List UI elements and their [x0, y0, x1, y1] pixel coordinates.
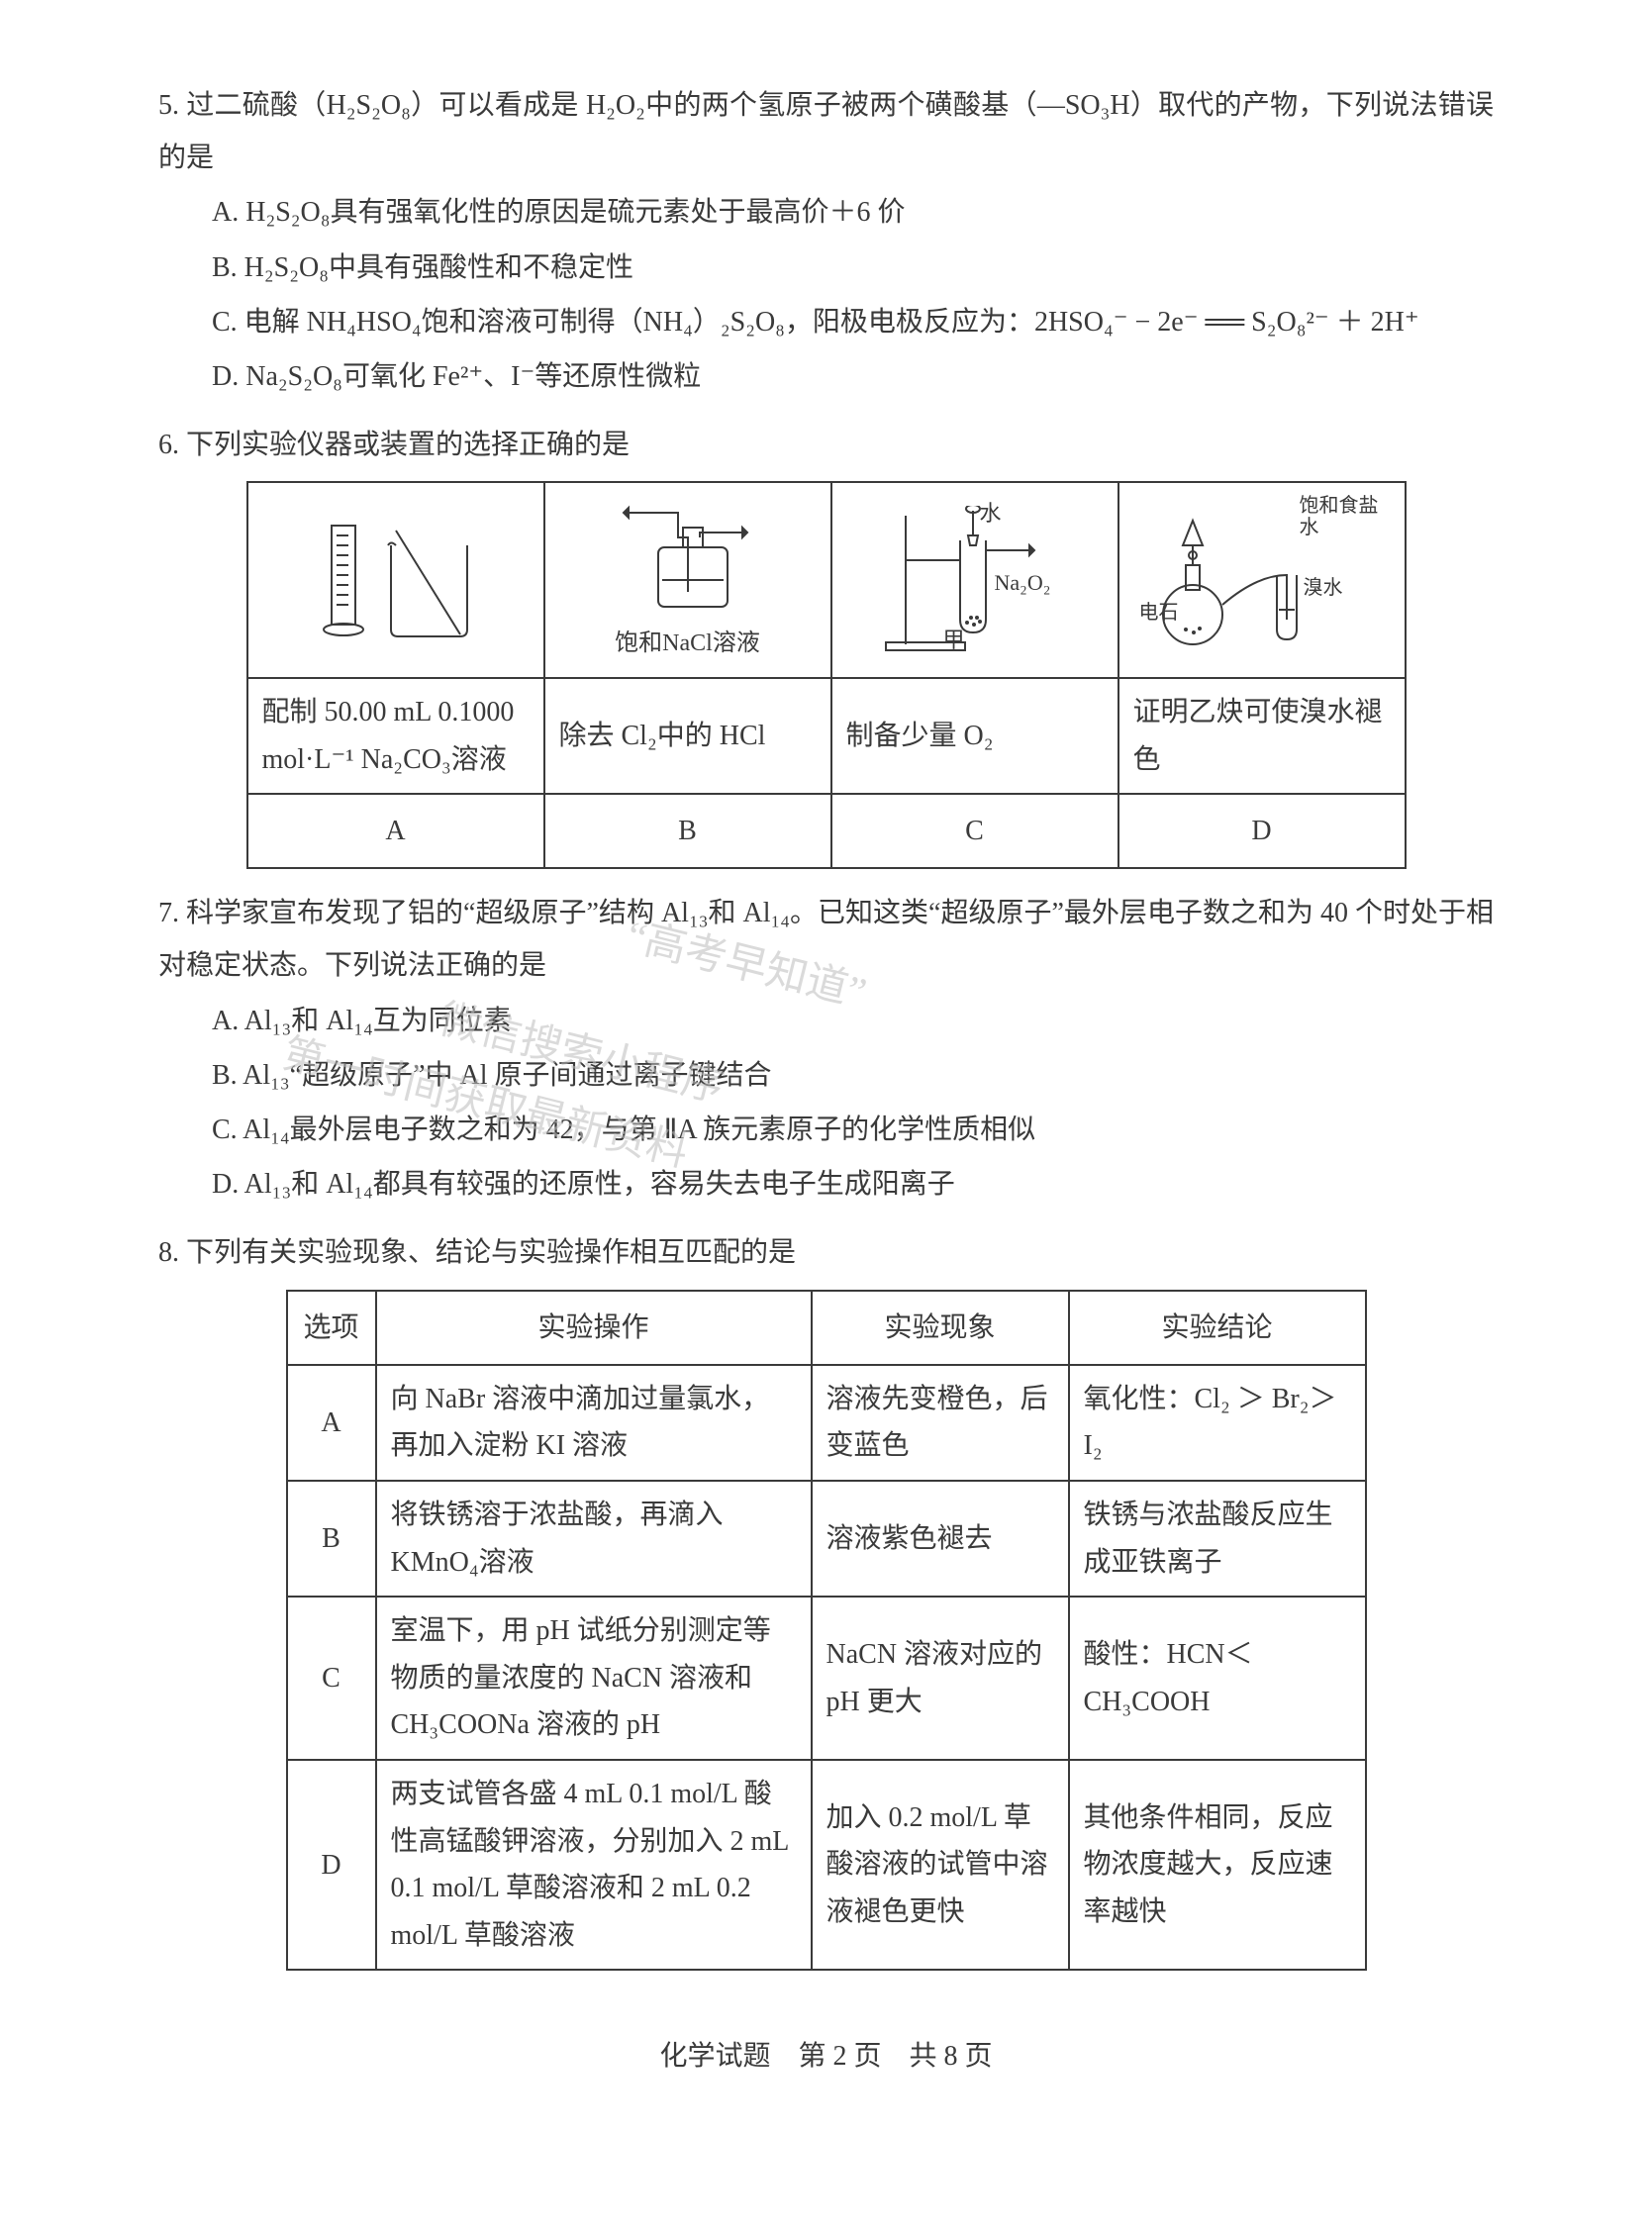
question-6: 6. 下列实验仪器或装置的选择正确的是: [158, 419, 1494, 869]
q6-fig-C: 水 Na₂O₂ 甲: [831, 482, 1118, 678]
q6-fig-row: 饱和NaCl溶液: [247, 482, 1406, 678]
q6-table: 饱和NaCl溶液: [246, 481, 1407, 869]
q7-opt-A: A. Al₁₃和 Al₁₄互为同位素: [212, 995, 1494, 1047]
apparatus-cylinder-beaker-icon: [297, 506, 495, 654]
q8-B-op: 将铁锈溶于浓盐酸，再滴入 KMnO₄溶液: [376, 1481, 812, 1597]
q6-desc-A: 配制 50.00 mL 0.1000 mol·L⁻¹ Na₂CO₃溶液: [247, 678, 544, 794]
q8-h-cc: 实验结论: [1069, 1291, 1366, 1365]
q8-header-row: 选项 实验操作 实验现象 实验结论: [287, 1291, 1366, 1365]
q6-fig-D: 饱和食盐水 电石 溴水: [1118, 482, 1406, 678]
q8-row-C: C 室温下，用 pH 试纸分别测定等物质的量浓度的 NaCN 溶液和 CH₃CO…: [287, 1597, 1366, 1760]
q6-letter-B: B: [544, 794, 831, 868]
page-footer: 化学试题 第 2 页 共 8 页: [158, 2030, 1494, 2083]
q7-options: A. Al₁₃和 Al₁₄互为同位素 B. Al₁₃“超级原子”中 Al 原子间…: [158, 995, 1494, 1211]
q5-opt-D: D. Na₂S₂O₈可氧化 Fe²⁺、I⁻等还原性微粒: [212, 350, 1494, 403]
q5-stem: 5. 过二硫酸（H₂S₂O₈）可以看成是 H₂O₂中的两个氢原子被两个磺酸基（—…: [158, 79, 1494, 184]
q6-letter-D: D: [1118, 794, 1406, 868]
question-5: 5. 过二硫酸（H₂S₂O₈）可以看成是 H₂O₂中的两个氢原子被两个磺酸基（—…: [158, 79, 1494, 403]
q6-desc-row: 配制 50.00 mL 0.1000 mol·L⁻¹ Na₂CO₃溶液 除去 C…: [247, 678, 1406, 794]
apparatus-test-tube-stand-icon: [866, 506, 1084, 654]
q6-fig-A: [247, 482, 544, 678]
q8-h-op: 实验操作: [376, 1291, 812, 1365]
q6-fig-D-cac2-label: 电石: [1139, 602, 1179, 624]
q6-letter-A: A: [247, 794, 544, 868]
q6-fig-C-na2o2-label: Na₂O₂: [995, 562, 1051, 604]
q8-table: 选项 实验操作 实验现象 实验结论 A 向 NaBr 溶液中滴加过量氯水，再加入…: [286, 1290, 1367, 1972]
q7-opt-D: D. Al₁₃和 Al₁₄都具有较强的还原性，容易失去电子生成阳离子: [212, 1158, 1494, 1211]
q8-C-op: 室温下，用 pH 试纸分别测定等物质的量浓度的 NaCN 溶液和 CH₃COON…: [376, 1597, 812, 1760]
q8-B-ph: 溶液紫色褪去: [812, 1481, 1069, 1597]
exam-page: 5. 过二硫酸（H₂S₂O₈）可以看成是 H₂O₂中的两个氢原子被两个磺酸基（—…: [0, 0, 1652, 2143]
q7-stem: 7. 科学家宣布发现了铝的“超级原子”结构 Al₁₃和 Al₁₄。已知这类“超级…: [158, 887, 1494, 992]
q8-row-A: A 向 NaBr 溶液中滴加过量氯水，再加入淀粉 KI 溶液 溶液先变橙色，后变…: [287, 1365, 1366, 1481]
q6-fig-B-label: 饱和NaCl溶液: [615, 622, 760, 667]
q8-B-opt: B: [287, 1481, 376, 1597]
q8-stem: 8. 下列有关实验现象、结论与实验操作相互匹配的是: [158, 1226, 1494, 1279]
apparatus-gas-wash-bottle-icon: [589, 493, 787, 622]
q5-opt-C: C. 电解 NH₄HSO₄饱和溶液可制得（NH₄）₂S₂O₈，阳极电极反应为：2…: [212, 296, 1494, 348]
q6-letter-C: C: [831, 794, 1118, 868]
q8-A-ph: 溶液先变橙色，后变蓝色: [812, 1365, 1069, 1481]
q8-h-ph: 实验现象: [812, 1291, 1069, 1365]
q8-C-opt: C: [287, 1597, 376, 1760]
q5-opt-A: A. H₂S₂O₈具有强氧化性的原因是硫元素处于最高价＋6 价: [212, 186, 1494, 239]
q8-row-B: B 将铁锈溶于浓盐酸，再滴入 KMnO₄溶液 溶液紫色褪去 铁锈与浓盐酸反应生成…: [287, 1481, 1366, 1597]
q8-h-opt: 选项: [287, 1291, 376, 1365]
q8-C-cc: 酸性：HCN＜CH₃COOH: [1069, 1597, 1366, 1760]
q8-C-ph: NaCN 溶液对应的 pH 更大: [812, 1597, 1069, 1760]
q8-D-ph: 加入 0.2 mol/L 草酸溶液的试管中溶液褪色更快: [812, 1760, 1069, 1970]
q8-A-opt: A: [287, 1365, 376, 1481]
q6-fig-B: 饱和NaCl溶液: [544, 482, 831, 678]
q6-fig-C-water-label: 水: [980, 493, 1002, 534]
q8-D-opt: D: [287, 1760, 376, 1970]
q6-fig-D-br-label: 溴水: [1304, 577, 1343, 599]
q7-opt-B: B. Al₁₃“超级原子”中 Al 原子间通过离子键结合: [212, 1049, 1494, 1102]
q5-opt-B: B. H₂S₂O₈中具有强酸性和不稳定性: [212, 242, 1494, 294]
q6-stem: 6. 下列实验仪器或装置的选择正确的是: [158, 419, 1494, 471]
q5-options: A. H₂S₂O₈具有强氧化性的原因是硫元素处于最高价＋6 价 B. H₂S₂O…: [158, 186, 1494, 403]
q6-fig-C-jia-label: 甲: [943, 620, 965, 661]
q8-D-op: 两支试管各盛 4 mL 0.1 mol/L 酸性高锰酸钾溶液，分别加入 2 mL…: [376, 1760, 812, 1970]
q8-A-cc: 氧化性：Cl₂ ＞ Br₂＞I₂: [1069, 1365, 1366, 1481]
q8-D-cc: 其他条件相同，反应物浓度越大，反应速率越快: [1069, 1760, 1366, 1970]
q6-desc-C: 制备少量 O₂: [831, 678, 1118, 794]
q8-row-D: D 两支试管各盛 4 mL 0.1 mol/L 酸性高锰酸钾溶液，分别加入 2 …: [287, 1760, 1366, 1970]
q6-letter-row: A B C D: [247, 794, 1406, 868]
q7-opt-C: C. Al₁₄最外层电子数之和为 42，与第 ⅡA 族元素原子的化学性质相似: [212, 1104, 1494, 1156]
q6-desc-D: 证明乙炔可使溴水褪色: [1118, 678, 1406, 794]
q6-desc-B: 除去 Cl₂中的 HCl: [544, 678, 831, 794]
q8-B-cc: 铁锈与浓盐酸反应生成亚铁离子: [1069, 1481, 1366, 1597]
q6-fig-D-salt-label: 饱和食盐水: [1300, 495, 1391, 538]
question-8: 8. 下列有关实验现象、结论与实验操作相互匹配的是 选项 实验操作 实验现象 实…: [158, 1226, 1494, 1971]
question-7: “高考早知道” 微信搜索小程序 第一时间获取最新资料 7. 科学家宣布发现了铝的…: [158, 887, 1494, 1211]
q8-A-op: 向 NaBr 溶液中滴加过量氯水，再加入淀粉 KI 溶液: [376, 1365, 812, 1481]
